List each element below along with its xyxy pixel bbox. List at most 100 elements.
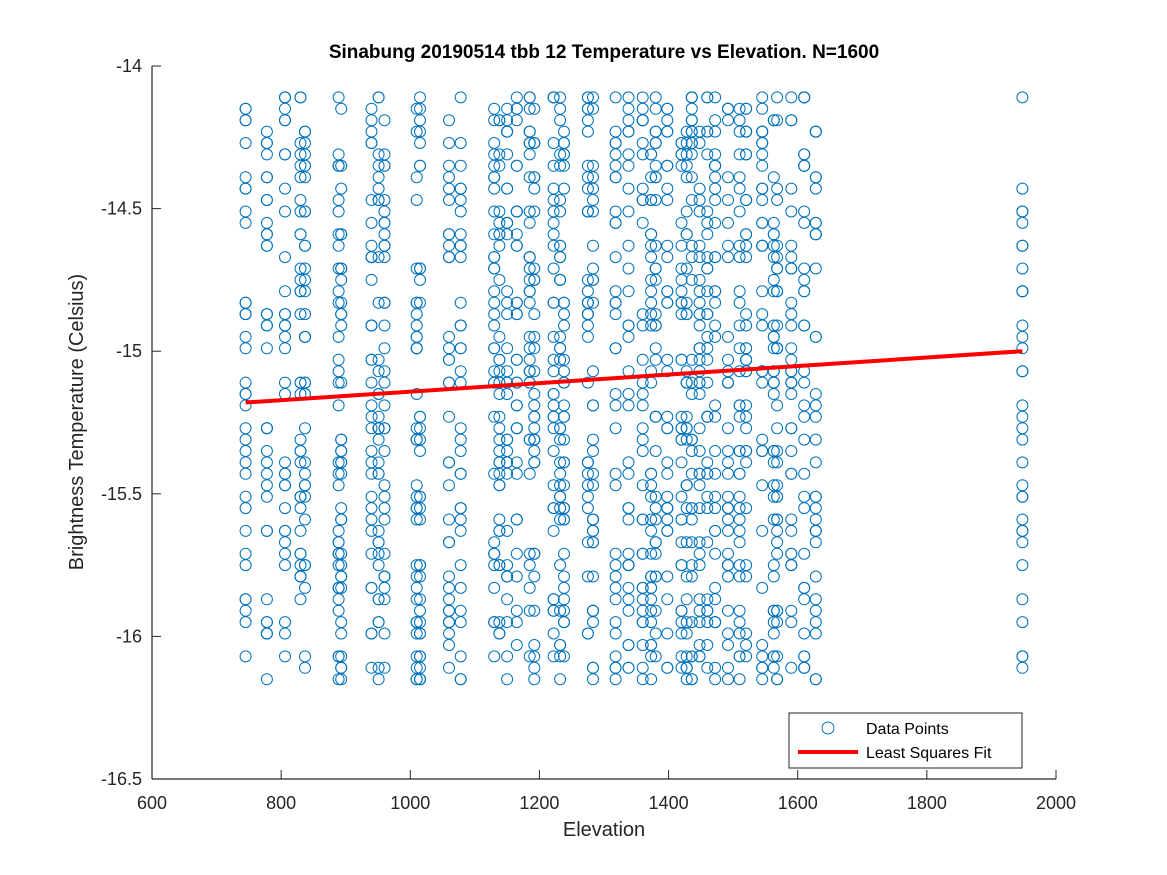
data-point <box>1016 616 1029 629</box>
data-point <box>649 650 662 663</box>
data-point <box>510 353 523 366</box>
data-point <box>809 616 822 629</box>
data-point <box>767 661 780 674</box>
data-point <box>294 228 307 241</box>
data-point <box>756 148 769 161</box>
data-point <box>680 502 693 515</box>
data-point <box>547 593 560 606</box>
data-point <box>609 422 622 435</box>
data-point <box>709 114 722 127</box>
data-point <box>785 445 798 457</box>
data-point <box>528 433 541 446</box>
data-point <box>722 627 734 640</box>
data-point <box>685 570 698 583</box>
data-point <box>528 410 541 423</box>
x-tick-label: 1600 <box>778 793 818 813</box>
data-point <box>260 490 273 503</box>
data-point <box>609 627 622 640</box>
data-point <box>414 673 426 686</box>
axes <box>151 66 1056 780</box>
data-point <box>414 125 426 138</box>
data-point <box>554 559 567 572</box>
data-point <box>510 570 523 583</box>
data-point <box>740 422 753 435</box>
data-point <box>798 627 811 640</box>
data-point <box>523 171 536 184</box>
legend-marker-data-points <box>821 721 835 735</box>
data-point <box>1016 661 1029 674</box>
legend: Data Points Least Squares Fit <box>788 712 1023 769</box>
data-point <box>372 91 385 104</box>
data-point <box>443 228 455 241</box>
data-point <box>767 388 780 400</box>
data-point <box>693 536 706 549</box>
data-point <box>528 102 541 115</box>
data-point <box>279 616 291 629</box>
data-point <box>693 251 706 264</box>
data-point <box>661 524 674 537</box>
data-point <box>528 547 541 560</box>
data-point <box>685 536 698 549</box>
data-point <box>510 399 523 412</box>
data-point <box>501 570 514 583</box>
data-point <box>294 285 307 298</box>
data-point <box>488 296 501 309</box>
data-point <box>661 194 674 206</box>
data-point <box>365 627 378 640</box>
data-point <box>661 456 674 469</box>
data-point <box>558 433 570 446</box>
data-point <box>722 216 734 229</box>
data-point <box>335 559 348 572</box>
data-point <box>554 251 567 264</box>
data-point <box>680 296 693 309</box>
data-point <box>587 365 599 378</box>
data-point <box>709 399 722 412</box>
data-point <box>798 593 811 606</box>
data-point <box>693 319 706 332</box>
data-point <box>260 593 273 606</box>
data-point <box>587 570 599 583</box>
data-point <box>609 547 622 560</box>
data-point <box>558 399 570 412</box>
data-point <box>675 661 688 674</box>
data-point <box>493 524 506 537</box>
data-point <box>809 262 822 275</box>
data-point <box>558 456 570 469</box>
data-point <box>378 445 391 457</box>
data-point <box>645 524 658 537</box>
data-point <box>1016 91 1029 104</box>
data-point <box>378 661 391 674</box>
data-point <box>239 182 252 195</box>
data-point <box>581 273 594 286</box>
data-point <box>709 319 722 332</box>
data-point <box>372 593 385 606</box>
data-point <box>798 376 811 389</box>
data-point <box>279 650 291 663</box>
data-point <box>675 216 688 229</box>
data-point <box>661 114 674 127</box>
data-point <box>523 91 536 104</box>
data-point <box>609 467 622 480</box>
data-point <box>649 627 662 640</box>
data-point <box>332 91 345 104</box>
data-point <box>488 616 501 629</box>
data-point <box>685 251 698 264</box>
data-point <box>501 296 514 309</box>
data-point <box>510 513 523 526</box>
data-point <box>279 559 291 572</box>
data-point <box>798 91 811 104</box>
data-point <box>685 467 698 480</box>
data-point <box>335 502 348 515</box>
data-point <box>771 285 784 298</box>
data-point <box>809 433 822 446</box>
data-point <box>454 182 467 195</box>
data-point <box>454 342 467 355</box>
data-point <box>587 239 599 252</box>
data-point <box>645 148 658 161</box>
data-point <box>294 524 307 537</box>
data-point <box>414 593 426 606</box>
data-point <box>733 205 746 218</box>
data-point <box>335 581 348 594</box>
data-point <box>501 524 514 537</box>
